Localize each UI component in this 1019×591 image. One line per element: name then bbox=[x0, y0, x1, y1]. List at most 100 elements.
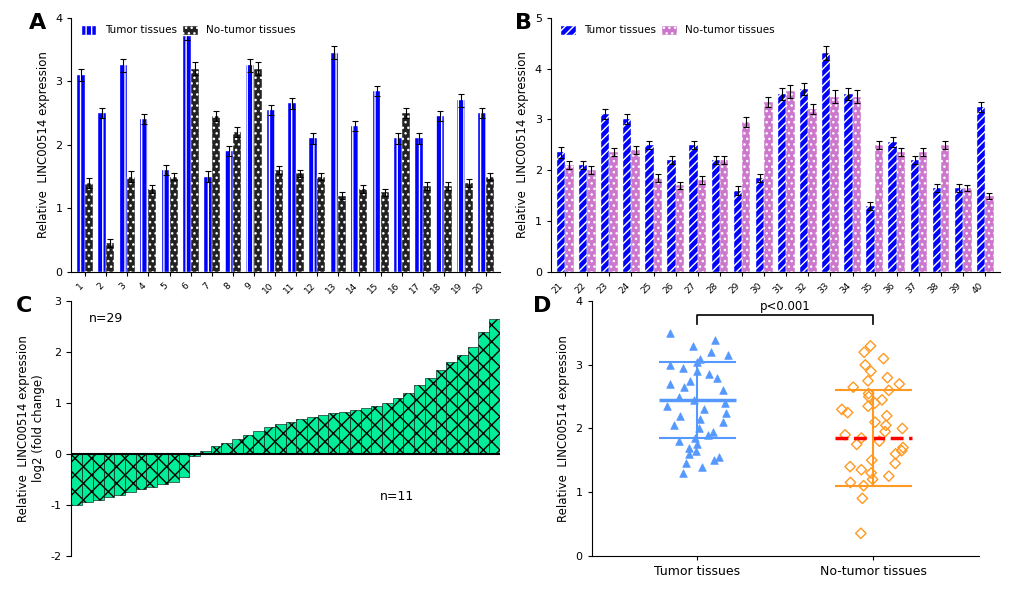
Point bbox=[675, 468, 691, 478]
Point bbox=[661, 329, 678, 338]
Bar bbox=[190, 454, 200, 456]
Bar bbox=[232, 439, 243, 454]
Bar bbox=[106, 243, 114, 272]
Point bbox=[848, 440, 864, 449]
Bar bbox=[489, 319, 499, 454]
Bar bbox=[741, 122, 750, 272]
Point bbox=[842, 478, 858, 487]
Bar bbox=[169, 177, 177, 272]
Bar bbox=[425, 378, 435, 454]
Bar bbox=[896, 152, 904, 272]
Bar bbox=[93, 454, 104, 499]
Bar bbox=[71, 454, 83, 505]
Bar bbox=[149, 189, 156, 272]
Point bbox=[860, 389, 876, 398]
Point bbox=[690, 424, 706, 433]
Bar bbox=[338, 196, 346, 272]
Point bbox=[891, 379, 907, 389]
Text: A: A bbox=[29, 12, 46, 33]
Point bbox=[681, 376, 697, 385]
Bar bbox=[330, 53, 338, 272]
Bar bbox=[285, 422, 297, 454]
Point bbox=[710, 452, 727, 462]
Point bbox=[665, 421, 682, 430]
Point bbox=[855, 481, 871, 491]
Bar bbox=[446, 362, 457, 454]
Point bbox=[685, 341, 701, 350]
Point bbox=[887, 459, 903, 468]
Bar bbox=[777, 94, 786, 272]
Bar bbox=[579, 165, 587, 272]
Point bbox=[879, 386, 896, 395]
Bar bbox=[309, 138, 317, 272]
Point bbox=[870, 436, 887, 446]
Bar bbox=[733, 190, 741, 272]
Bar bbox=[104, 454, 114, 497]
Bar bbox=[243, 434, 254, 454]
Point bbox=[860, 392, 876, 401]
Bar bbox=[414, 385, 425, 454]
Bar bbox=[910, 160, 918, 272]
Point bbox=[661, 361, 678, 370]
Y-axis label: Relative  LINC00514 expression: Relative LINC00514 expression bbox=[556, 335, 570, 522]
Bar bbox=[83, 454, 93, 502]
Point bbox=[859, 376, 875, 385]
Bar bbox=[275, 424, 285, 454]
Bar bbox=[296, 173, 304, 272]
Bar bbox=[697, 180, 705, 272]
Bar bbox=[328, 413, 339, 454]
Point bbox=[839, 408, 855, 417]
Bar bbox=[275, 170, 283, 272]
Bar bbox=[307, 417, 318, 454]
Bar bbox=[297, 420, 307, 454]
Bar bbox=[415, 138, 422, 272]
Point bbox=[866, 398, 882, 408]
Bar bbox=[888, 142, 896, 272]
Point bbox=[852, 465, 868, 475]
Bar bbox=[141, 119, 149, 272]
Bar bbox=[443, 186, 451, 272]
Bar bbox=[565, 165, 573, 272]
Point bbox=[706, 335, 722, 344]
Point bbox=[705, 456, 721, 465]
Bar bbox=[339, 412, 350, 454]
Bar bbox=[350, 410, 361, 454]
Bar bbox=[352, 126, 359, 272]
Bar bbox=[954, 188, 962, 272]
Point bbox=[718, 350, 735, 360]
Bar bbox=[645, 145, 653, 272]
Bar bbox=[211, 446, 221, 454]
Point bbox=[861, 341, 877, 350]
Point bbox=[675, 382, 691, 392]
Bar bbox=[191, 69, 199, 272]
Point bbox=[841, 462, 857, 472]
Point bbox=[874, 354, 891, 363]
Point bbox=[878, 373, 895, 382]
Legend: Tumor tissues, No-tumor tissues: Tumor tissues, No-tumor tissues bbox=[555, 21, 779, 40]
Point bbox=[699, 430, 715, 440]
Bar bbox=[689, 145, 697, 272]
Bar bbox=[962, 188, 970, 272]
Point bbox=[876, 427, 893, 436]
Point bbox=[879, 472, 896, 481]
Bar bbox=[457, 355, 468, 454]
Bar bbox=[147, 454, 157, 487]
Point bbox=[672, 411, 688, 421]
Bar bbox=[755, 178, 763, 272]
Y-axis label: Relative  LINC00514 expression: Relative LINC00514 expression bbox=[37, 51, 50, 238]
Text: n=11: n=11 bbox=[379, 489, 414, 502]
Bar bbox=[157, 454, 168, 485]
Point bbox=[661, 379, 678, 389]
Text: D: D bbox=[533, 296, 551, 316]
Point bbox=[877, 411, 894, 421]
Bar bbox=[212, 116, 219, 272]
Point bbox=[717, 408, 734, 417]
Bar bbox=[98, 113, 106, 272]
Point bbox=[691, 354, 707, 363]
Bar bbox=[486, 177, 493, 272]
Bar bbox=[435, 116, 443, 272]
Point bbox=[877, 421, 894, 430]
Text: n=29: n=29 bbox=[89, 311, 122, 324]
Point bbox=[715, 398, 732, 408]
Bar bbox=[457, 100, 465, 272]
